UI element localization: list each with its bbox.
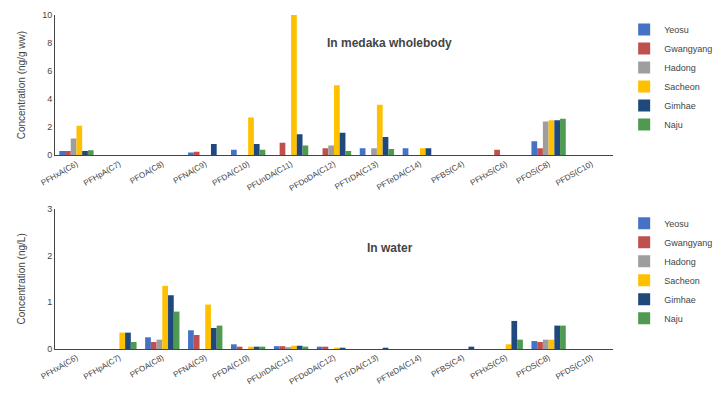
svg-text:PFDA(C10): PFDA(C10) — [211, 159, 252, 188]
svg-text:Gimhae: Gimhae — [664, 101, 696, 111]
svg-text:PFNA(C9): PFNA(C9) — [172, 159, 209, 185]
svg-text:0: 0 — [47, 344, 52, 354]
svg-text:3: 3 — [47, 204, 52, 214]
svg-text:Sacheon: Sacheon — [664, 82, 700, 92]
svg-text:PFDoDA(C12): PFDoDA(C12) — [288, 159, 337, 193]
svg-text:Hadong: Hadong — [664, 63, 696, 73]
svg-text:PFDA(C10): PFDA(C10) — [211, 353, 252, 382]
svg-text:PFHxA(C6): PFHxA(C6) — [40, 159, 80, 187]
svg-text:Sacheon: Sacheon — [664, 276, 700, 286]
svg-text:PFBS(C4): PFBS(C4) — [430, 353, 466, 379]
svg-text:PFOA(C8): PFOA(C8) — [128, 353, 165, 380]
svg-text:PFHxA(C6): PFHxA(C6) — [40, 353, 80, 381]
svg-text:PFDS(C10): PFDS(C10) — [554, 353, 595, 382]
svg-text:Gwangyang: Gwangyang — [664, 238, 712, 248]
svg-text:PFUnDA(C11): PFUnDA(C11) — [245, 159, 294, 192]
svg-text:PFHpA(C7): PFHpA(C7) — [82, 353, 123, 382]
svg-text:2: 2 — [47, 251, 52, 261]
svg-text:Naju: Naju — [664, 120, 683, 130]
svg-text:1: 1 — [47, 297, 52, 307]
svg-text:Gwangyang: Gwangyang — [664, 44, 712, 54]
svg-text:PFTrDA(C13): PFTrDA(C13) — [333, 159, 380, 191]
svg-text:In water: In water — [367, 241, 413, 255]
svg-text:Gimhae: Gimhae — [664, 295, 696, 305]
svg-text:Concentration (ng/L): Concentration (ng/L) — [16, 233, 27, 324]
svg-text:PFTeDA(C14): PFTeDA(C14) — [375, 159, 423, 192]
svg-text:PFHxS(C6): PFHxS(C6) — [469, 353, 509, 381]
svg-text:6: 6 — [47, 66, 52, 76]
svg-text:0: 0 — [47, 150, 52, 160]
svg-text:Concentration (ng/g ww): Concentration (ng/g ww) — [16, 31, 27, 139]
svg-text:Naju: Naju — [664, 314, 683, 324]
svg-text:Yeosu: Yeosu — [664, 219, 689, 229]
svg-text:2: 2 — [47, 122, 52, 132]
svg-text:PFOS(C8): PFOS(C8) — [515, 353, 552, 380]
svg-text:PFHpA(C7): PFHpA(C7) — [82, 159, 123, 188]
svg-text:PFTeDA(C14): PFTeDA(C14) — [375, 353, 423, 386]
svg-text:PFOA(C8): PFOA(C8) — [128, 159, 165, 186]
svg-text:PFOS(C8): PFOS(C8) — [515, 159, 552, 186]
svg-text:4: 4 — [47, 94, 52, 104]
svg-text:10: 10 — [42, 10, 52, 20]
svg-text:8: 8 — [47, 38, 52, 48]
svg-text:PFTrDA(C13): PFTrDA(C13) — [333, 353, 380, 385]
svg-text:PFDoDA(C12): PFDoDA(C12) — [288, 353, 337, 387]
svg-text:In medaka wholebody: In medaka wholebody — [327, 36, 452, 50]
svg-text:PFHxS(C6): PFHxS(C6) — [469, 159, 509, 187]
svg-text:Yeosu: Yeosu — [664, 25, 689, 35]
svg-text:PFBS(C4): PFBS(C4) — [430, 159, 466, 185]
svg-text:PFDS(C10): PFDS(C10) — [554, 159, 595, 188]
svg-text:PFNA(C9): PFNA(C9) — [172, 353, 209, 379]
svg-text:Hadong: Hadong — [664, 257, 696, 267]
svg-text:PFUnDA(C11): PFUnDA(C11) — [245, 353, 294, 386]
